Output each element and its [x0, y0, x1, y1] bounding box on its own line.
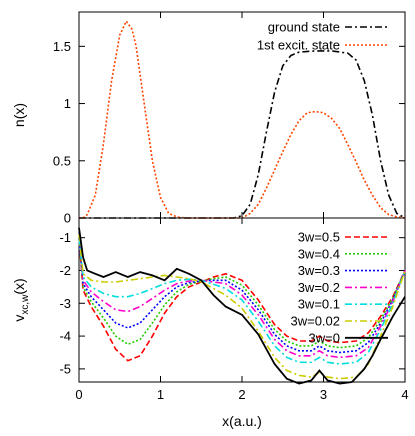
legend-label: 3w=0 [309, 330, 340, 345]
legend-label: 3w=0.02 [290, 314, 340, 329]
y-axis-label: vxc,w(x) [11, 278, 31, 321]
y-tick-label: 0.5 [53, 153, 71, 168]
series-line [78, 237, 406, 365]
series-line [78, 237, 406, 362]
legend-label: 3w=0.3 [298, 263, 340, 278]
y-tick-label: -5 [59, 361, 71, 376]
density-panel: 0 0.5 1 1.5 ground state 1st excit. state n(x) [11, 11, 406, 226]
plot-frame [78, 11, 406, 219]
series-line [78, 237, 406, 354]
legend-label: 1st excit. state [257, 38, 340, 53]
y-tick-label: 1.5 [53, 39, 71, 54]
x-tick-label: 1 [157, 387, 164, 402]
x-tick-label: 3 [320, 387, 327, 402]
x-tick-label: 2 [238, 387, 245, 402]
y-tick-label: -1 [59, 230, 71, 245]
x-tick-label: 4 [401, 387, 408, 402]
x-tick-label: 0 [75, 387, 82, 402]
y-axis-label: n(x) [11, 103, 27, 127]
y-tick-label: -4 [59, 329, 71, 344]
y-tick-label: -3 [59, 296, 71, 311]
legend-label: 3w=0.1 [298, 297, 340, 312]
legend-label: 3w=0.5 [298, 230, 340, 245]
y-tick-label: 1 [64, 96, 71, 111]
legend-label: ground state [268, 20, 340, 35]
series-line [78, 234, 406, 380]
series-line [78, 227, 406, 385]
series-line [79, 19, 406, 219]
series-line [79, 50, 406, 219]
legend-label: 3w=0.2 [298, 280, 340, 295]
x-axis-label: x(a.u.) [222, 413, 262, 429]
y-tick-label: -2 [59, 263, 71, 278]
potential-panel: 0 1 2 3 4 -5 -4 -3 -2 -1 3w=0.53w=0.4 3w=0.3 3w=0.2 3… [11, 217, 409, 429]
y-tick-label: 0 [64, 211, 71, 226]
series-line [78, 237, 406, 359]
series-line [78, 237, 406, 349]
legend-label: 3w=0.4 [298, 246, 340, 261]
